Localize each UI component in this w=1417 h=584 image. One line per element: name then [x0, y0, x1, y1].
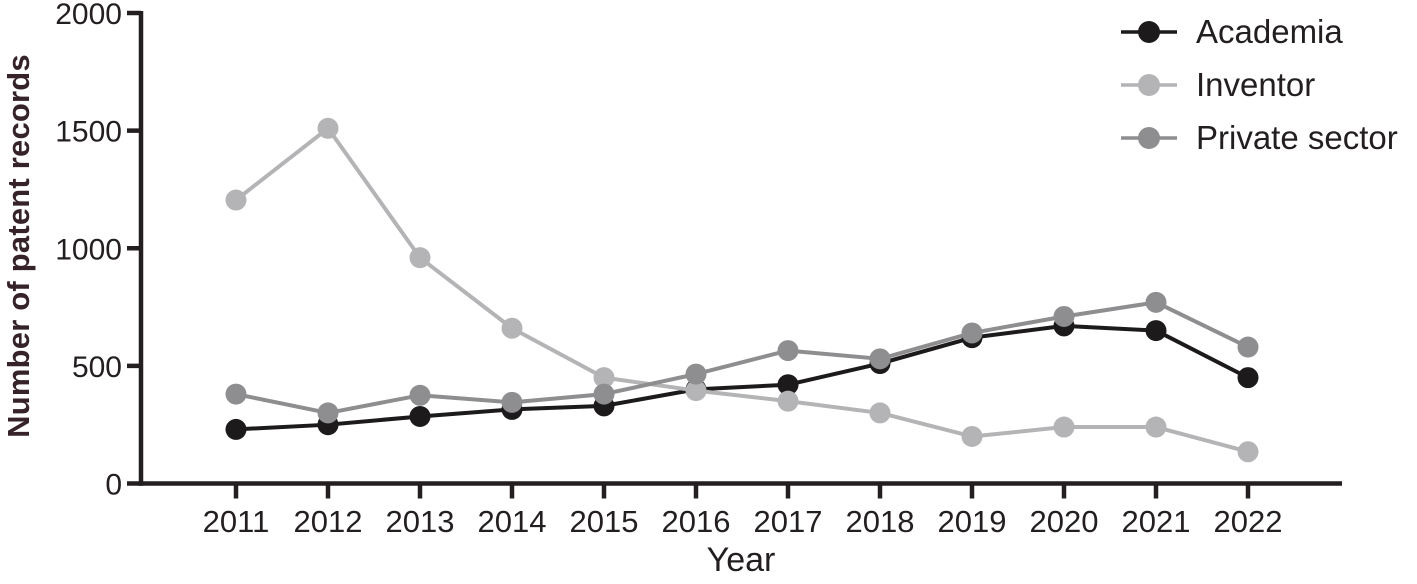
point-inventor-2015 [593, 367, 615, 389]
point-private-sector-2017 [777, 340, 799, 362]
x-tick-label: 2013 [386, 504, 455, 539]
legend-marker-academia-icon [1121, 20, 1177, 43]
point-inventor-2013 [409, 247, 431, 269]
point-private-sector-2022 [1237, 336, 1259, 358]
series-line-private-sector [234, 300, 1250, 415]
point-private-sector-2011 [225, 383, 247, 405]
point-private-sector-2016 [685, 363, 707, 385]
point-academia-2022 [1237, 367, 1259, 389]
point-inventor-2019 [961, 425, 983, 447]
point-academia-2021 [1145, 320, 1167, 342]
point-inventor-2020 [1053, 416, 1075, 438]
x-axis-label: Year [706, 541, 776, 579]
x-tick-label: 2020 [1030, 504, 1099, 539]
point-academia-2017 [777, 374, 799, 396]
legend-marker-inventor-icon [1121, 73, 1177, 96]
legend-item-private-sector: Private sector [1120, 111, 1398, 164]
point-inventor-2014 [501, 317, 523, 339]
legend-item-academia: Academia [1120, 5, 1398, 58]
point-inventor-2016 [685, 380, 707, 402]
point-private-sector-2013 [409, 384, 431, 406]
point-private-sector-2018 [869, 348, 891, 370]
point-inventor-2011 [225, 189, 247, 211]
y-tick-label: 0 [105, 469, 122, 502]
legend-label-inventor: Inventor [1196, 65, 1316, 103]
series-line-academia [234, 323, 1250, 432]
legend-marker-private-sector-icon [1121, 126, 1177, 149]
x-tick-label: 2018 [846, 504, 915, 539]
point-private-sector-2014 [501, 391, 523, 413]
x-tick-label: 2015 [570, 504, 639, 539]
point-private-sector-2015 [593, 383, 615, 405]
point-academia-2011 [225, 418, 247, 440]
legend-label-private-sector: Private sector [1196, 118, 1398, 156]
y-tick-label: 1500 [55, 116, 122, 149]
x-tick-label: 2017 [754, 504, 823, 539]
legend: Academia Inventor Private sector [1120, 5, 1398, 164]
point-inventor-2018 [869, 402, 891, 424]
point-private-sector-2021 [1145, 291, 1167, 313]
y-tick-label: 1000 [55, 233, 122, 266]
y-tick-label: 500 [72, 351, 122, 384]
x-tick-label: 2014 [478, 504, 547, 539]
point-inventor-2022 [1237, 441, 1259, 463]
x-tick-label: 2012 [294, 504, 363, 539]
legend-item-inventor: Inventor [1120, 58, 1398, 111]
y-axis-label: Number of patent records [1, 54, 36, 438]
x-tick-label: 2016 [662, 504, 731, 539]
point-inventor-2012 [317, 117, 339, 139]
x-tick-label: 2021 [1122, 504, 1191, 539]
point-academia-2013 [409, 405, 431, 427]
point-private-sector-2019 [961, 322, 983, 344]
point-private-sector-2020 [1053, 305, 1075, 327]
legend-label-academia: Academia [1196, 12, 1343, 50]
x-tick-label: 2011 [203, 504, 270, 539]
x-tick-label: 2019 [938, 504, 1007, 539]
point-inventor-2021 [1145, 416, 1167, 438]
x-tick-label: 2022 [1214, 504, 1283, 539]
series-line-inventor [234, 126, 1250, 454]
y-tick-label: 2000 [55, 0, 122, 31]
point-private-sector-2012 [317, 402, 339, 424]
point-inventor-2017 [777, 390, 799, 412]
